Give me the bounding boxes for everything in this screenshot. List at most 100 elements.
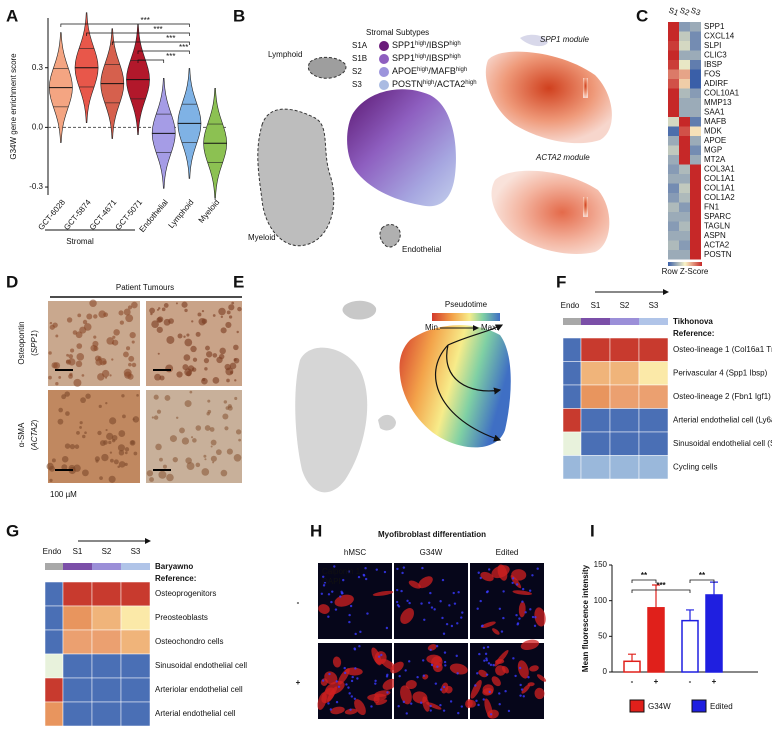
micrograph-spot	[74, 444, 80, 449]
heatmap-cell	[668, 22, 679, 32]
bar	[705, 594, 723, 673]
paren: (	[30, 447, 39, 450]
legend-swatch	[379, 67, 389, 77]
micrograph-spot	[128, 362, 132, 367]
micrograph-spot	[228, 315, 233, 319]
micrograph-spot	[118, 461, 126, 468]
legend-label-part: /IBSP	[426, 40, 449, 50]
nucleus	[441, 616, 444, 620]
micrograph-spot	[84, 431, 87, 435]
heatmap-cell	[62, 629, 93, 655]
heatmap-cell	[679, 202, 690, 212]
nucleus	[445, 622, 449, 626]
nucleus	[455, 654, 458, 658]
nucleus	[442, 632, 446, 635]
heatmap-cell	[679, 193, 690, 203]
bracket	[60, 23, 190, 27]
heatmap-cell	[91, 701, 122, 727]
heatmap-cell	[609, 455, 640, 480]
micrograph-spot	[69, 372, 73, 377]
nucleus	[364, 577, 368, 581]
micrograph-spot	[184, 400, 192, 408]
nucleus	[452, 591, 455, 595]
micrograph-spot	[204, 458, 207, 461]
micrograph-spot	[195, 462, 201, 468]
cell-red	[470, 679, 482, 699]
micrograph-spot	[106, 432, 114, 440]
micrograph-spot	[184, 308, 188, 313]
cluster-label: Lymphoid	[268, 50, 302, 59]
heatmap-cell	[668, 107, 679, 117]
micrograph-spot	[136, 394, 139, 397]
micrograph-spot	[48, 351, 52, 355]
heatmap-cell	[690, 240, 701, 250]
micrograph-spot	[112, 339, 119, 346]
heatmap-cell	[562, 384, 582, 409]
panel-label: H	[310, 521, 322, 540]
legend-swatch	[379, 80, 389, 90]
heatmap-cell	[690, 31, 701, 41]
heatmap-cell	[679, 117, 690, 127]
heatmap-cell	[91, 677, 122, 703]
heatmap-cell	[679, 155, 690, 165]
heatmap-cell	[668, 60, 679, 70]
micrograph-spot	[126, 346, 131, 351]
micrograph-spot	[128, 355, 135, 362]
legend-label-part: /ACTA2	[434, 79, 465, 89]
nucleus	[401, 571, 404, 575]
nucleus	[429, 704, 432, 708]
heatmap-cell	[44, 701, 64, 727]
nucleus	[507, 709, 511, 713]
heatmap-cell	[679, 212, 690, 222]
micrograph-spot	[231, 301, 235, 305]
nucleus	[398, 674, 401, 678]
nucleus	[347, 686, 350, 689]
micrograph-spot	[76, 343, 83, 349]
heatmap-cell	[679, 183, 690, 193]
nucleus	[531, 615, 535, 619]
micrograph-spot	[149, 307, 155, 314]
micrograph-spot	[109, 451, 113, 454]
nucleus	[375, 568, 378, 571]
micrograph-spot	[64, 443, 71, 449]
nucleus	[335, 680, 338, 683]
micrograph-spot	[163, 303, 169, 308]
cell-red	[426, 654, 442, 664]
heatmap-cell	[562, 431, 582, 456]
nucleus	[404, 669, 407, 672]
nucleus	[386, 691, 389, 694]
nucleus	[477, 571, 480, 574]
row-label: SPP1	[704, 22, 725, 31]
column-label: S3	[131, 547, 141, 556]
module-text: module	[560, 35, 589, 44]
micrograph-spot	[216, 356, 223, 364]
micrograph-spot	[124, 447, 130, 452]
cell-red	[517, 660, 529, 679]
cell-red	[534, 607, 546, 627]
heatmap-cell	[668, 126, 679, 136]
nucleus	[328, 672, 331, 676]
heatmap-cell	[679, 60, 690, 70]
micrograph-spot	[73, 378, 82, 387]
nucleus	[323, 581, 327, 585]
heatmap-cell	[690, 126, 701, 136]
nucleus	[342, 578, 345, 582]
heatmap-cell	[638, 431, 669, 456]
module-colorbar	[583, 78, 588, 98]
umap-b	[257, 34, 612, 255]
nucleus	[500, 630, 504, 633]
y-axis-label: Mean fluorescence intensity	[581, 564, 590, 672]
heatmap-cell	[679, 107, 690, 117]
nucleus	[402, 566, 406, 569]
nucleus	[479, 576, 482, 580]
micrograph-spot	[110, 458, 114, 463]
heatmap-cell	[668, 50, 679, 60]
bracket	[689, 579, 715, 583]
row-label: SAA1	[704, 107, 725, 116]
x-tick-label: +	[654, 677, 659, 686]
stain-label: DAPI	[322, 577, 341, 586]
heatmap-cell	[638, 455, 669, 480]
nucleus	[406, 599, 409, 603]
nucleus	[357, 575, 361, 579]
micrograph-spot	[203, 454, 207, 458]
